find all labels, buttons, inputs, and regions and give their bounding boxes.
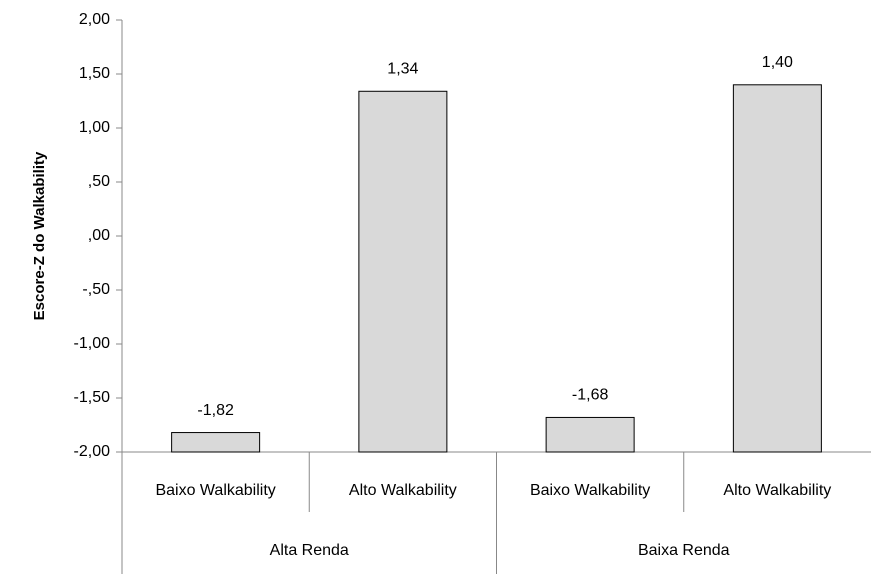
y-tick-label: 2,00 xyxy=(79,11,110,28)
y-tick-label: 1,50 xyxy=(79,65,110,82)
x-tick-label: Baixo Walkability xyxy=(530,482,650,499)
bar xyxy=(732,84,822,453)
y-tick-label: ,00 xyxy=(88,227,110,244)
value-label: -1,82 xyxy=(197,402,234,419)
y-tick-label: ,50 xyxy=(88,173,110,190)
group-label: Baixa Renda xyxy=(638,542,730,559)
value-label: 1,40 xyxy=(762,54,793,71)
y-tick-label: -1,50 xyxy=(74,389,111,406)
x-tick-label: Alto Walkability xyxy=(723,482,831,499)
y-tick-label: -2,00 xyxy=(74,443,111,460)
x-tick-label: Alto Walkability xyxy=(349,482,457,499)
x-tick-label: Baixo Walkability xyxy=(155,482,275,499)
group-label: Alta Renda xyxy=(270,542,349,559)
y-tick-label: -1,00 xyxy=(74,335,111,352)
bar xyxy=(545,416,635,453)
y-axis-title: Escore-Z do Walkability xyxy=(31,151,48,320)
bar xyxy=(171,432,261,453)
y-tick-label: -,50 xyxy=(82,281,110,298)
value-label: 1,34 xyxy=(387,60,418,77)
value-label: -1,68 xyxy=(572,387,609,404)
bar xyxy=(358,90,448,453)
y-tick-label: 1,00 xyxy=(79,119,110,136)
